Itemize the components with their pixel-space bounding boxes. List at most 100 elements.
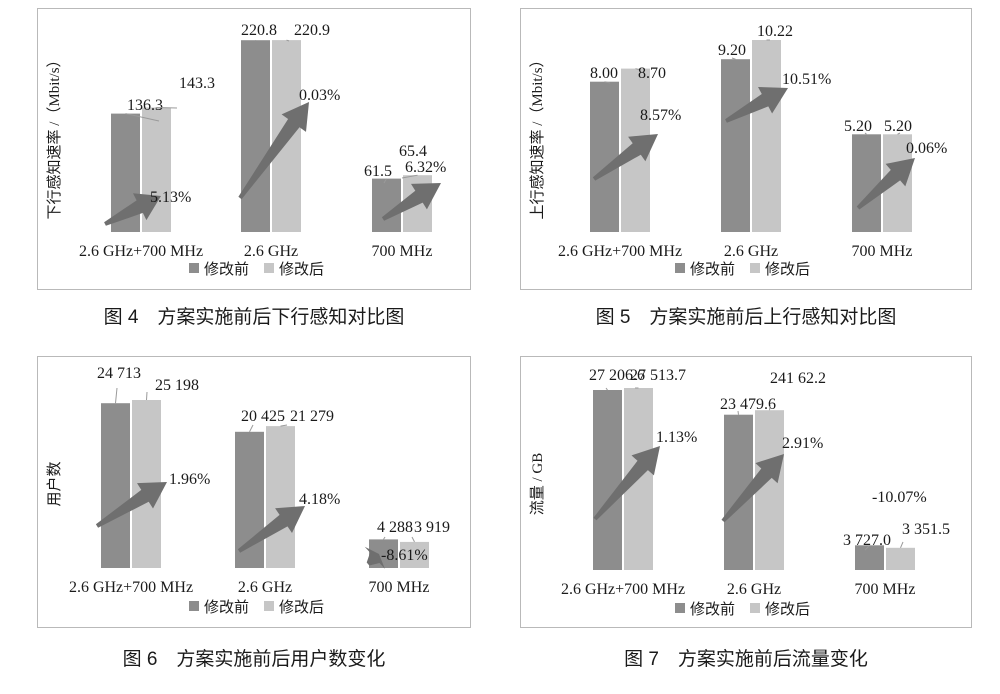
chart-panel-downlink: 下行感知速率 /（Mbit/s） 136.3 143.3 5.13% 2.6 GHz+7…: [37, 8, 471, 290]
bar-before: [241, 40, 270, 233]
change-label: 4.18%: [299, 491, 340, 508]
change-arrow: [364, 546, 385, 569]
chart-svg-1: 上行感知速率 /（Mbit/s） 8.00 8.70 8.57% 2.6 GHz+700…: [520, 8, 972, 290]
legend-swatch-before: [675, 603, 685, 613]
leader-line: [249, 424, 254, 433]
category-label: 2.6 GHz: [244, 243, 298, 260]
legend-swatch-after: [264, 601, 274, 611]
category-label: 2.6 GHz+700 MHz: [69, 579, 193, 596]
data-label: 136.3: [127, 97, 163, 114]
legend-swatch-after: [750, 263, 760, 273]
category-label: 2.6 GHz: [724, 243, 778, 260]
leader-line: [125, 113, 160, 122]
legend-label-after: 修改后: [765, 601, 810, 618]
y-axis-label: 上行感知速率 /（Mbit/s）: [529, 52, 546, 219]
change-label: 1.96%: [169, 471, 210, 488]
category-label: 2.6 GHz+700 MHz: [79, 243, 203, 260]
legend-label-after: 修改后: [279, 261, 324, 278]
data-label: 5.20: [884, 118, 912, 135]
leader-line: [731, 57, 736, 60]
change-label: 5.13%: [150, 189, 191, 206]
caption-traffic: 图 7 方案实施前后流量变化: [624, 649, 868, 670]
legend-swatch-after: [264, 263, 274, 273]
leader-line: [737, 410, 739, 415]
change-label: 10.51%: [782, 71, 831, 88]
bar-after: [400, 541, 429, 568]
leader-line: [146, 391, 148, 401]
leader-line: [401, 174, 418, 179]
data-label: 8.70: [638, 65, 666, 82]
data-label: 241 62.2: [770, 370, 826, 387]
data-label: 65.4: [399, 143, 427, 160]
data-label: 25 198: [155, 377, 199, 394]
caption-downlink: 图 4 方案实施前后下行感知对比图: [103, 307, 405, 328]
bar-after: [886, 547, 915, 570]
change-label: -8.61%: [381, 547, 428, 564]
y-axis-label: 流量 / GB: [529, 453, 546, 516]
change-label: 2.91%: [782, 435, 823, 452]
legend-label-before: 修改前: [690, 261, 735, 278]
data-label: 4 288: [377, 519, 413, 536]
data-label: 3 351.5: [902, 521, 950, 538]
change-arrow: [104, 193, 161, 226]
leader-line: [411, 536, 415, 543]
legend-swatch-before: [189, 263, 199, 273]
bar-before: [590, 81, 619, 232]
data-label: 3 919: [414, 519, 450, 536]
caption-users: 图 6 方案实施前后用户数变化: [122, 649, 386, 670]
data-label: 24 713: [97, 365, 141, 382]
chart-svg-0: 下行感知速率 /（Mbit/s） 136.3 143.3 5.13% 2.6 GHz+7…: [37, 8, 471, 290]
data-label: 27 513.7: [630, 367, 686, 384]
data-label: 8.00: [590, 65, 618, 82]
legend-label-after: 修改后: [765, 261, 810, 278]
y-axis-label: 下行感知速率 /（Mbit/s）: [46, 52, 63, 219]
leader-line: [255, 39, 257, 42]
legend-label-before: 修改前: [690, 601, 735, 618]
data-label: 3 727.0: [843, 532, 891, 549]
change-label: 8.57%: [640, 107, 681, 124]
bar-before: [235, 431, 264, 568]
data-label: 5.20: [844, 118, 872, 135]
bar-before: [852, 134, 881, 232]
data-label: 27 206.6: [589, 367, 645, 384]
change-arrow: [593, 446, 660, 521]
leader-line: [115, 387, 118, 404]
category-label: 2.6 GHz+700 MHz: [558, 243, 682, 260]
change-label: 6.32%: [405, 159, 446, 176]
data-label: 143.3: [179, 75, 215, 92]
chart-panel-traffic: 流量 / GB 27 206.6 27 513.7 1.13% 2.6 GHz+700 …: [520, 356, 972, 628]
category-label: 2.6 GHz: [238, 579, 292, 596]
bar-before: [372, 178, 401, 232]
change-arrow: [381, 183, 441, 221]
category-label: 2.6 GHz+700 MHz: [561, 581, 685, 598]
leader-line: [635, 68, 641, 71]
leader-line: [864, 544, 870, 551]
change-arrow: [725, 87, 788, 123]
category-label: 2.6 GHz: [727, 581, 781, 598]
bar-before: [721, 59, 750, 233]
category-label: 700 MHz: [369, 579, 430, 596]
data-label: 10.22: [757, 23, 793, 40]
leader-line: [605, 387, 608, 391]
leader-line: [604, 81, 611, 84]
leader-line: [900, 541, 904, 549]
bar-before: [593, 390, 622, 570]
leader-line: [280, 424, 288, 427]
chart-svg-2: 用户数 24 713 25 198 1.96% 2.6 GHz+700 MHz 20 42…: [37, 356, 471, 628]
legend-label-before: 修改前: [204, 599, 249, 616]
legend-swatch-after: [750, 603, 760, 613]
change-label: 0.06%: [906, 140, 947, 157]
change-arrow: [721, 454, 784, 523]
leader-line: [864, 132, 867, 135]
data-label: 21 279: [290, 408, 334, 425]
category-label: 700 MHz: [852, 243, 913, 260]
legend-label-after: 修改后: [279, 599, 324, 616]
category-label: 700 MHz: [372, 243, 433, 260]
data-label: 220.9: [294, 22, 330, 39]
change-arrow: [95, 482, 167, 528]
change-arrow: [238, 102, 309, 200]
category-label: 700 MHz: [855, 581, 916, 598]
legend-swatch-before: [189, 601, 199, 611]
bar-after: [266, 426, 295, 568]
chart-panel-uplink: 上行感知速率 /（Mbit/s） 8.00 8.70 8.57% 2.6 GHz+700…: [520, 8, 972, 290]
